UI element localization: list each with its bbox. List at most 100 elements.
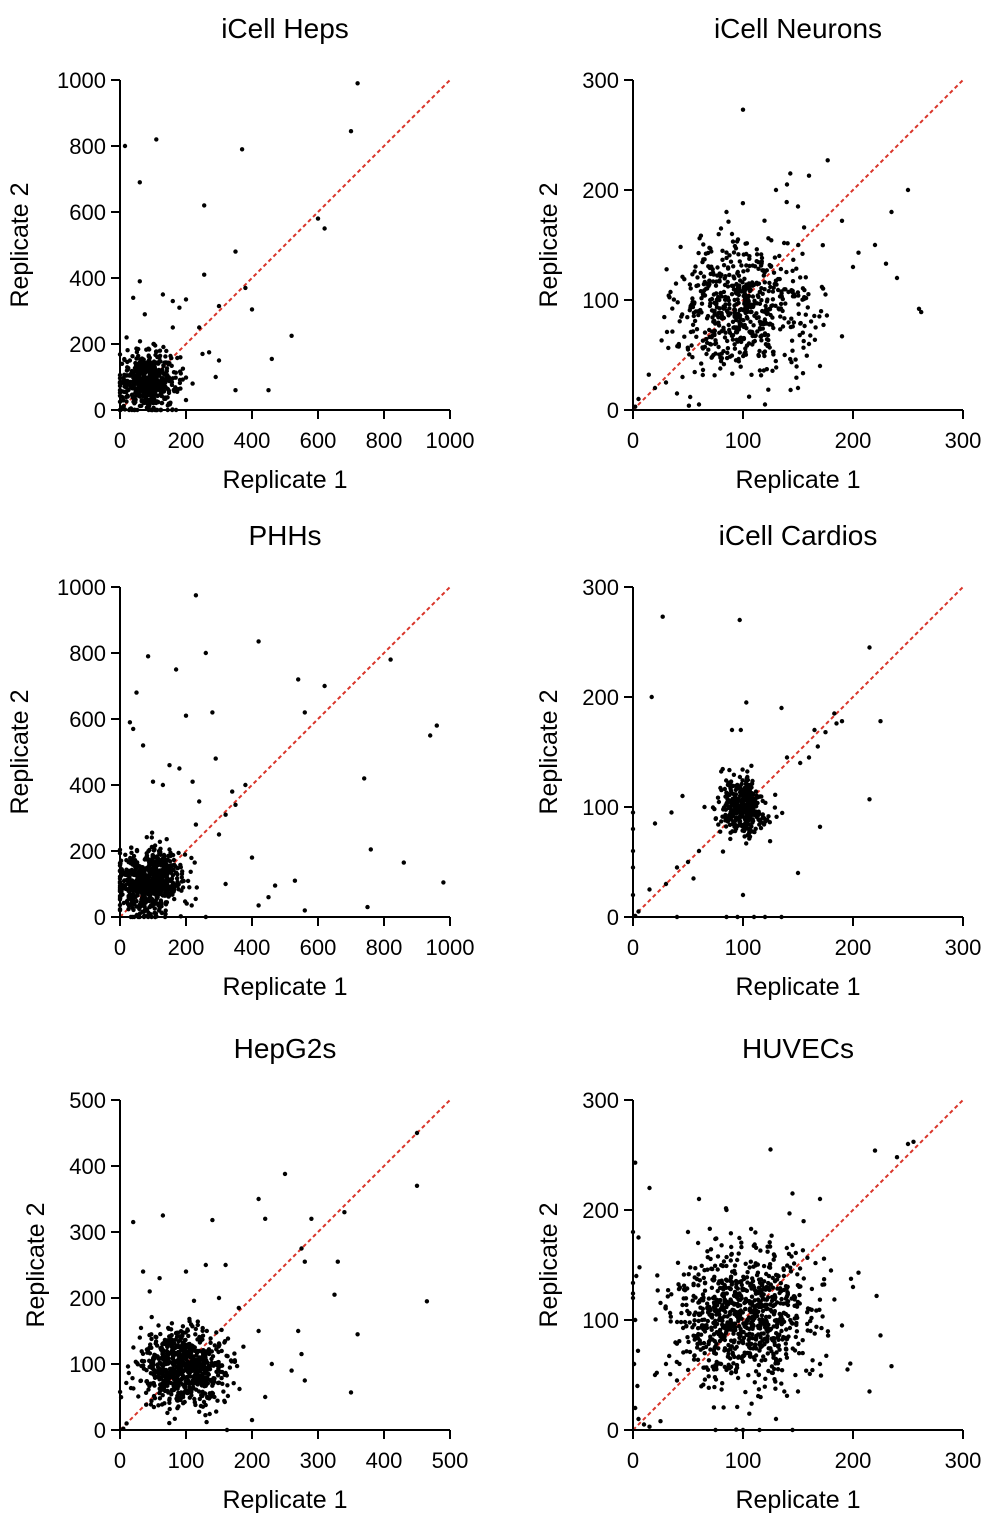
data-point bbox=[127, 358, 133, 363]
data-point bbox=[684, 1349, 689, 1354]
data-point bbox=[141, 360, 147, 365]
data-point bbox=[744, 1275, 750, 1280]
data-point bbox=[292, 878, 298, 883]
data-point bbox=[154, 349, 159, 354]
y-axis-label: Replicate 2 bbox=[535, 689, 563, 814]
data-point bbox=[156, 1403, 161, 1408]
data-point bbox=[151, 848, 157, 853]
data-point bbox=[202, 1391, 208, 1396]
y-tick-label: 400 bbox=[69, 1154, 106, 1179]
data-point bbox=[692, 269, 697, 274]
data-point bbox=[828, 1268, 834, 1273]
data-point bbox=[668, 289, 673, 295]
data-point bbox=[883, 261, 889, 266]
data-point bbox=[739, 1316, 744, 1321]
data-point bbox=[647, 1185, 652, 1191]
data-point bbox=[905, 187, 911, 193]
data-point bbox=[160, 1213, 166, 1218]
data-point bbox=[681, 1283, 687, 1288]
data-point bbox=[730, 371, 735, 376]
data-point bbox=[745, 1270, 750, 1275]
data-point bbox=[759, 1282, 765, 1287]
data-point bbox=[807, 1371, 812, 1377]
data-point bbox=[760, 812, 765, 817]
data-point bbox=[681, 1350, 686, 1355]
data-point bbox=[216, 303, 222, 309]
data-point bbox=[146, 867, 151, 872]
data-point bbox=[722, 786, 727, 792]
data-point bbox=[741, 802, 746, 807]
data-point bbox=[753, 1308, 759, 1314]
data-point bbox=[720, 1322, 725, 1327]
data-point bbox=[700, 372, 705, 378]
data-point bbox=[348, 1390, 354, 1395]
data-point bbox=[655, 1273, 660, 1278]
data-point bbox=[703, 251, 709, 256]
data-point bbox=[772, 1293, 777, 1298]
data-point bbox=[727, 816, 733, 822]
data-point bbox=[729, 231, 735, 237]
data-point bbox=[717, 1285, 723, 1291]
data-point bbox=[743, 1296, 749, 1302]
data-point bbox=[730, 239, 736, 244]
data-point bbox=[296, 1328, 301, 1334]
data-point bbox=[757, 348, 762, 354]
data-point bbox=[143, 1390, 149, 1395]
data-point bbox=[766, 342, 771, 347]
data-point bbox=[130, 354, 135, 359]
data-point bbox=[129, 850, 134, 855]
data-point bbox=[748, 1259, 753, 1264]
data-point bbox=[768, 284, 773, 290]
data-point bbox=[189, 1393, 194, 1398]
data-point bbox=[713, 338, 718, 343]
data-point bbox=[674, 391, 680, 396]
data-point bbox=[767, 820, 772, 825]
data-point bbox=[772, 281, 777, 287]
data-point bbox=[759, 1358, 764, 1363]
data-point bbox=[192, 1400, 197, 1405]
data-point bbox=[208, 1336, 213, 1341]
data-point bbox=[214, 1361, 220, 1367]
data-point bbox=[797, 1266, 803, 1271]
data-point bbox=[704, 336, 709, 342]
data-point bbox=[646, 372, 651, 377]
data-point bbox=[784, 1245, 789, 1251]
y-tick-label: 300 bbox=[582, 1088, 619, 1113]
chart-panel-huvecs: HUVECs 0 100 200 300 0 100 200 300 Replicate 1… bbox=[535, 1033, 981, 1514]
y-tick-label: 0 bbox=[94, 1418, 106, 1443]
data-point bbox=[769, 1298, 775, 1303]
data-point bbox=[214, 1409, 219, 1414]
data-point bbox=[690, 329, 696, 334]
data-point bbox=[750, 778, 755, 784]
data-point bbox=[772, 1342, 778, 1348]
data-point bbox=[195, 1322, 200, 1328]
data-point bbox=[765, 1351, 770, 1356]
data-point bbox=[222, 1339, 228, 1344]
data-point bbox=[889, 209, 894, 215]
data-point bbox=[770, 289, 776, 294]
data-point bbox=[161, 344, 166, 350]
data-point bbox=[742, 301, 747, 306]
data-point bbox=[856, 1270, 861, 1275]
data-point bbox=[752, 1380, 757, 1385]
data-point bbox=[158, 873, 163, 878]
data-point bbox=[735, 313, 740, 318]
data-point bbox=[169, 1388, 175, 1393]
data-point bbox=[783, 1347, 789, 1352]
data-point bbox=[203, 1358, 209, 1363]
data-point bbox=[207, 1391, 212, 1396]
data-point bbox=[784, 182, 790, 187]
x-tick-label: 300 bbox=[300, 1448, 337, 1473]
data-point bbox=[798, 320, 803, 326]
data-point bbox=[775, 276, 781, 282]
data-point bbox=[197, 1355, 202, 1360]
y-tick-label: 300 bbox=[582, 68, 619, 93]
data-point bbox=[783, 1311, 789, 1317]
y-tick-label: 200 bbox=[69, 1286, 106, 1311]
data-point bbox=[183, 713, 189, 718]
data-point bbox=[753, 1369, 759, 1374]
data-point bbox=[159, 400, 165, 406]
data-point bbox=[720, 257, 725, 262]
data-point bbox=[727, 767, 732, 773]
data-point bbox=[878, 1333, 883, 1338]
